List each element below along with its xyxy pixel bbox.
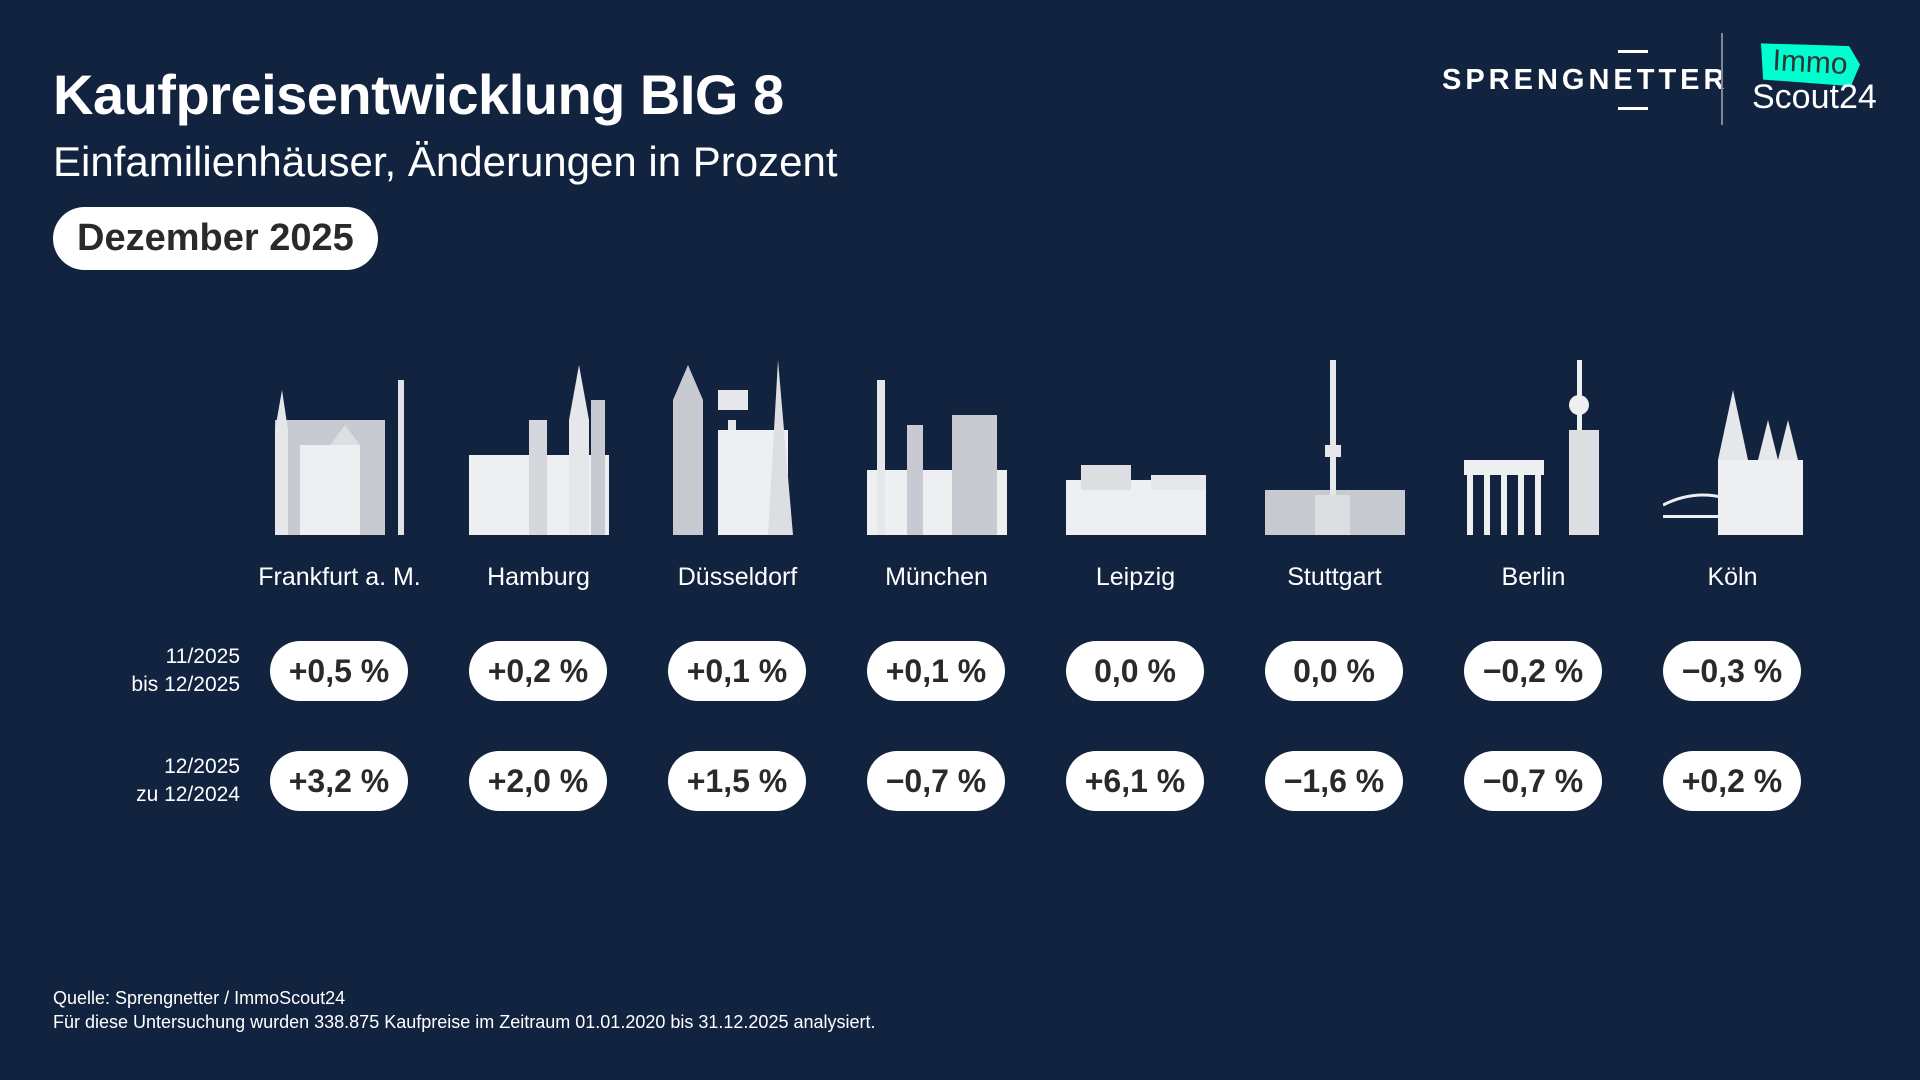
scout24-logo-text: Scout24	[1752, 78, 1877, 116]
period-badge: Dezember 2025	[53, 207, 378, 270]
row-label-monthly: 11/2025 bis 12/2025	[40, 643, 240, 699]
footer: Quelle: Sprengnetter / ImmoScout24 Für d…	[53, 986, 876, 1034]
sprengnetter-logo-text: SPRENGNETTER	[1442, 64, 1729, 96]
value-pill-monthly: +0,2 %	[469, 641, 607, 701]
city-column: Hamburg	[439, 360, 638, 592]
skyline-icon	[672, 360, 793, 535]
skyline-icon	[1662, 390, 1803, 535]
value-pill-yearly: +0,2 %	[1663, 751, 1801, 811]
skyline-icon	[1264, 360, 1405, 535]
value-pill-monthly: −0,2 %	[1464, 641, 1602, 701]
value-pill-yearly: +1,5 %	[668, 751, 806, 811]
city-name: Düsseldorf	[677, 563, 798, 591]
row-label-line: bis 12/2025	[131, 673, 240, 696]
city-name: Frankfurt a. M.	[258, 563, 421, 591]
city-column: Leipzig	[1036, 360, 1235, 592]
row-label-yearly: 12/2025 zu 12/2024	[40, 753, 240, 809]
city-name: Stuttgart	[1287, 563, 1382, 591]
row-label-line: 11/2025	[165, 645, 240, 668]
value-pill-yearly: −0,7 %	[867, 751, 1005, 811]
value-pill-monthly: +0,1 %	[668, 641, 806, 701]
city-name: München	[885, 563, 988, 591]
skyline-icon	[468, 365, 609, 535]
city-column: Frankfurt a. M.	[240, 360, 439, 592]
value-pill-yearly: −0,7 %	[1464, 751, 1602, 811]
value-pill-monthly: 0,0 %	[1066, 641, 1204, 701]
value-pill-monthly: −0,3 %	[1663, 641, 1801, 701]
footer-source: Quelle: Sprengnetter / ImmoScout24	[53, 988, 346, 1008]
row-label-line: zu 12/2024	[136, 783, 240, 806]
row-label-line: 12/2025	[164, 755, 240, 778]
skyline-icon	[1065, 465, 1206, 535]
value-pill-yearly: +2,0 %	[469, 751, 607, 811]
city-column: Berlin	[1434, 360, 1633, 592]
skyline-icon	[1463, 360, 1599, 535]
value-pill-monthly: +0,5 %	[270, 641, 408, 701]
page-title: Kaufpreisentwicklung BIG 8	[53, 63, 784, 126]
value-pill-yearly: −1,6 %	[1265, 751, 1403, 811]
skyline-icon	[274, 380, 404, 535]
footer-note: Für diese Untersuchung wurden 338.875 Ka…	[53, 1012, 876, 1032]
city-column: Köln	[1633, 360, 1832, 592]
city-column: Düsseldorf	[638, 360, 837, 592]
city-name: Berlin	[1501, 563, 1566, 591]
value-pill-monthly: 0,0 %	[1265, 641, 1403, 701]
city-name: Köln	[1707, 563, 1758, 591]
sprengnetter-logo: SPRENGNETTER	[1442, 50, 1729, 110]
city-column: Stuttgart	[1235, 360, 1434, 592]
value-pill-yearly: +3,2 %	[270, 751, 408, 811]
page-subtitle: Einfamilienhäuser, Änderungen in Prozent	[53, 138, 838, 185]
logo-divider	[1721, 33, 1723, 125]
city-name: Hamburg	[487, 563, 590, 591]
logo-bracket-icon	[1618, 50, 1648, 110]
city-name: Leipzig	[1095, 563, 1176, 591]
city-column: München	[837, 360, 1036, 592]
value-pill-monthly: +0,1 %	[867, 641, 1005, 701]
value-pill-yearly: +6,1 %	[1066, 751, 1204, 811]
skyline-icon	[866, 380, 1007, 535]
